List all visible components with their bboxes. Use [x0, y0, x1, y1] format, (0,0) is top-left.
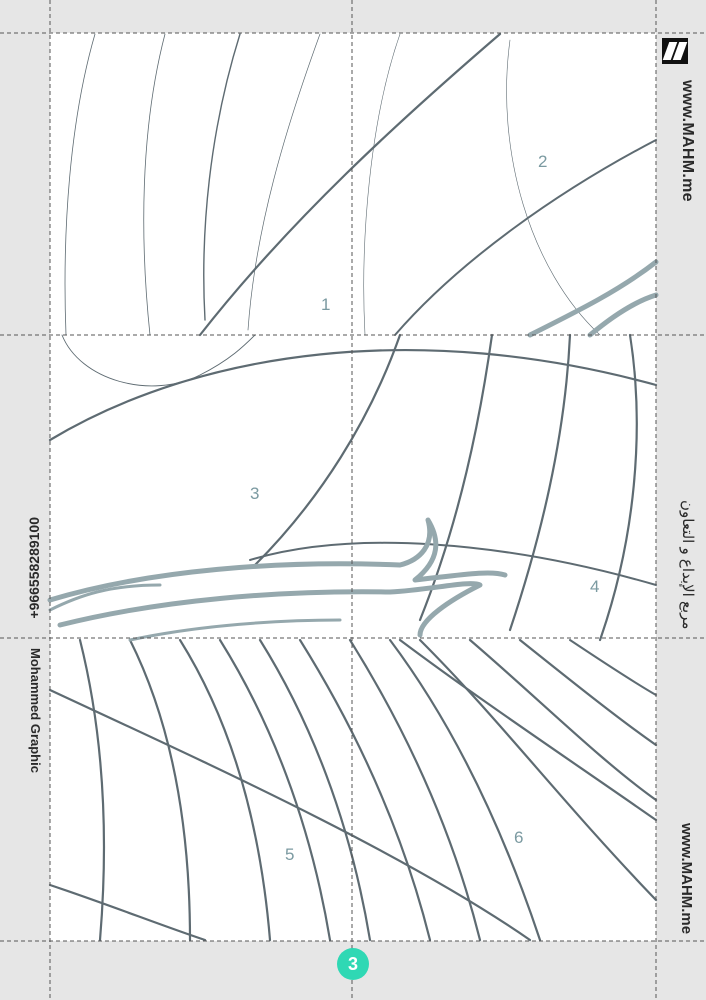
website-label-bottom: www.MAHM.me	[678, 823, 695, 935]
tagline-arabic: مربع الإبداع و التعاون	[679, 500, 696, 630]
mahm-logo-icon	[662, 38, 688, 64]
piece-number-1: 1	[321, 295, 331, 314]
phone-number: +966558289100	[26, 517, 42, 619]
piece-number-5: 5	[285, 845, 295, 864]
piece-number-6: 6	[514, 828, 524, 847]
author-name: Mohammed Graphic	[28, 648, 43, 773]
piece-number-3: 3	[250, 484, 260, 503]
piece-number-4: 4	[590, 577, 600, 596]
page-number-badge: 3	[337, 948, 369, 980]
website-label-top: www.MAHM.me	[679, 80, 696, 202]
piece-number-2: 2	[538, 152, 548, 171]
